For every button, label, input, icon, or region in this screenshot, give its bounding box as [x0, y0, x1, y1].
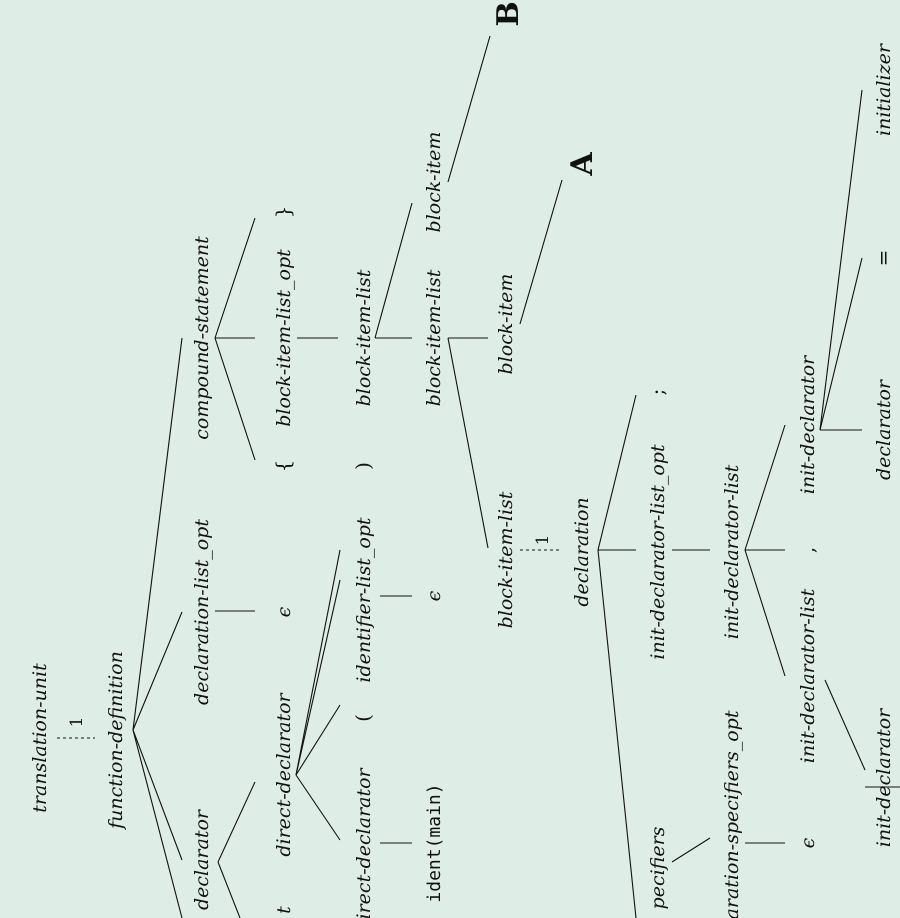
node-root-count: 1 [67, 717, 87, 728]
tree-edges [57, 35, 900, 918]
node-declaration-list-opt: declaration-list_opt [191, 519, 213, 705]
edge-idl-initdecl [744, 424, 786, 551]
edge-bil-blockitem [374, 202, 413, 339]
node-lbrace: { [271, 460, 295, 473]
node-epsilon-declaration-list: ϵ [273, 606, 295, 617]
edge-bil2-bil3 [447, 337, 489, 549]
node-block-item-top: block-item [423, 132, 445, 233]
node-direct-declarator: direct-declarator [273, 691, 295, 856]
edge-decl-semicolon [597, 394, 637, 551]
node-declarator-bottom: declarator [873, 378, 895, 480]
edge-dd-lparen [295, 704, 341, 776]
node-translation-unit: translation-unit [29, 663, 51, 813]
edge-fd-declist [132, 611, 183, 731]
edge-cs-lbrace [214, 337, 256, 461]
edge-fd-compound [132, 337, 183, 731]
node-initializer: initializer [873, 42, 895, 136]
edge-decl-dd [217, 781, 256, 863]
edge-fd-declarator [132, 729, 183, 861]
edge-decl-fragment [217, 861, 241, 918]
node-specifiers-fragment: pecifiers [647, 826, 669, 909]
tree-nodes: translation-unit 1 function-definition c… [29, 1, 895, 918]
edge-dd-inner [295, 774, 341, 841]
edge-fd-offscreen [132, 729, 183, 918]
node-lparen: ( [351, 714, 375, 722]
node-declarator-fragment: t [273, 906, 295, 914]
node-semicolon: ; [645, 389, 669, 396]
node-compound-statement: compound-statement [191, 236, 213, 440]
node-rbrace: } [271, 206, 295, 219]
node-init-declarator-right: init-declarator [797, 354, 819, 494]
marker-b: B [491, 1, 526, 26]
node-rparen: ) [351, 462, 375, 470]
edge-id-equals [819, 257, 863, 431]
edge-cs-rbrace [214, 217, 256, 339]
node-init-declarator-list-opt: init-declarator-list_opt [647, 444, 669, 660]
node-declaration: declaration [571, 497, 593, 606]
node-init-declarator-left: init-declarator [873, 707, 895, 847]
node-direct-declarator-inner: direct-declarator [353, 766, 375, 918]
node-block-item-list-3: block-item-list [495, 491, 517, 628]
node-ident-main: ident(main) [424, 783, 445, 902]
node-bil-count: 1 [533, 535, 553, 546]
edge-blockitem-a [519, 179, 563, 325]
edge-id-initializer [819, 89, 863, 431]
node-epsilon-identifier: ϵ [423, 590, 445, 601]
edge-spec-frag [671, 837, 711, 863]
node-block-item-list-2: block-item-list [423, 269, 445, 406]
node-identifier-list-opt: identifier-list_opt [353, 517, 375, 682]
edge-dd-idlist [295, 579, 341, 776]
node-declarator: declarator [191, 808, 213, 910]
node-init-declarator-list-inner: init-declarator-list [797, 588, 819, 763]
node-block-item-list-opt: block-item-list_opt [273, 249, 295, 427]
marker-a: A [565, 152, 600, 177]
node-declaration-specifiers-opt-fragment: aration-specifiers_opt [721, 710, 743, 918]
node-comma: , [795, 547, 819, 553]
edge-dd-rparen [295, 549, 341, 776]
edge-blockitem-b [447, 35, 491, 183]
edge-decl-specifiers [597, 549, 637, 918]
edge-idl-idl [744, 549, 786, 677]
node-epsilon-specifiers: ϵ [797, 837, 819, 848]
node-init-declarator-list-outer: init-declarator-list [721, 464, 743, 639]
node-block-item-mid: block-item [495, 274, 517, 375]
node-function-definition: function-definition [105, 651, 127, 831]
node-equals: = [871, 250, 895, 267]
edge-idl2-initdecl [824, 679, 866, 771]
node-block-item-list-1: block-item-list [353, 269, 375, 406]
